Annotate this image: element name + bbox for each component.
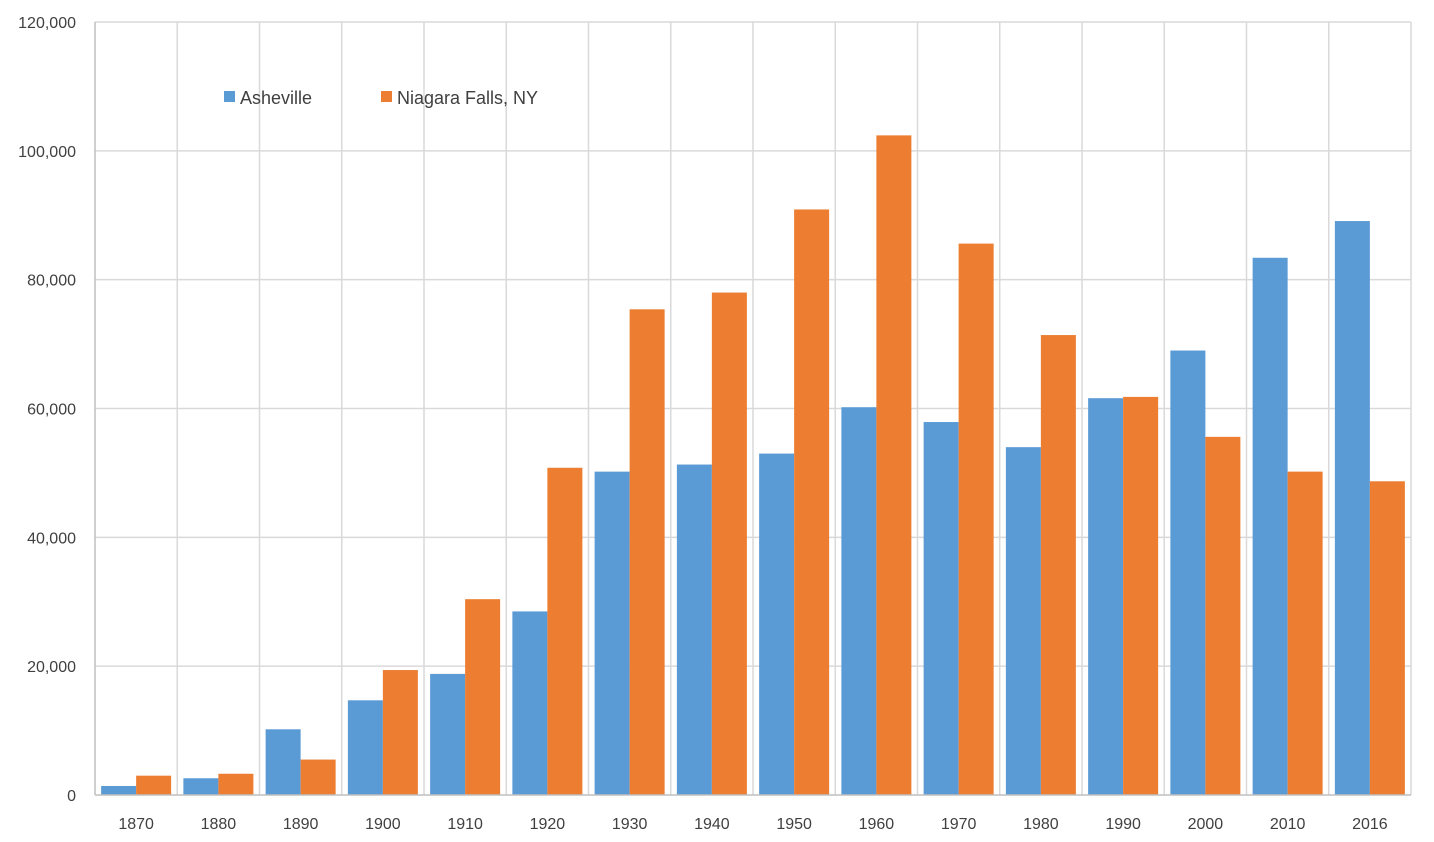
bars (101, 135, 1405, 796)
gridlines (95, 21, 1412, 795)
bar-niagara-falls-ny-2000 (1205, 436, 1241, 795)
bar-niagara-falls-ny-1870 (136, 775, 172, 795)
bar-niagara-falls-ny-1930 (629, 309, 665, 795)
bar-asheville-2000 (1170, 350, 1206, 795)
legend-label-niagara-falls: Niagara Falls, NY (397, 88, 538, 108)
x-tick-label: 1920 (530, 816, 566, 833)
x-tick-label: 1970 (941, 816, 977, 833)
legend-swatch-niagara-falls (381, 91, 392, 102)
x-axis-tick-labels: 1870 1880 1890 1900 1910 1920 1930 1940 1950 1960… (118, 816, 1387, 833)
bar-niagara-falls-ny-1950 (794, 209, 830, 795)
x-tick-label: 1980 (1023, 816, 1059, 833)
x-tick-label: 1930 (612, 816, 648, 833)
x-tick-label: 1950 (776, 816, 812, 833)
legend: Asheville Niagara Falls, NY (224, 88, 538, 108)
bar-niagara-falls-ny-1960 (876, 135, 912, 795)
bar-asheville-1980 (1005, 447, 1041, 795)
bar-niagara-falls-ny-2010 (1287, 471, 1323, 795)
bar-niagara-falls-ny-1940 (711, 292, 747, 795)
bar-asheville-1880 (183, 778, 219, 795)
bar-niagara-falls-ny-1920 (547, 467, 583, 795)
bar-niagara-falls-ny-2016 (1369, 481, 1405, 795)
bar-asheville-1990 (1088, 398, 1124, 795)
bar-asheville-1890 (265, 729, 301, 795)
y-tick-label: 80,000 (27, 273, 76, 290)
y-tick-label: 0 (67, 788, 76, 805)
x-tick-label: 2000 (1188, 816, 1224, 833)
x-tick-label: 1870 (118, 816, 154, 833)
bar-asheville-1910 (430, 673, 466, 795)
y-tick-label: 40,000 (27, 530, 76, 547)
bar-niagara-falls-ny-1910 (465, 599, 501, 795)
bar-niagara-falls-ny-1890 (300, 759, 336, 795)
bar-asheville-1870 (101, 785, 137, 795)
y-tick-label: 60,000 (27, 402, 76, 419)
y-axis-tick-labels: 0 20,000 40,000 60,000 80,000 100,000 120,000 (18, 15, 76, 805)
bar-asheville-1920 (512, 611, 548, 795)
bar-niagara-falls-ny-1880 (218, 773, 254, 795)
bar-asheville-1960 (841, 407, 877, 795)
x-tick-label: 1960 (859, 816, 895, 833)
legend-swatch-asheville (224, 91, 235, 102)
bar-asheville-1900 (347, 700, 383, 795)
bar-asheville-1970 (923, 422, 959, 795)
bar-niagara-falls-ny-1900 (382, 670, 418, 795)
legend-label-asheville: Asheville (240, 88, 312, 108)
bar-niagara-falls-ny-1980 (1040, 335, 1076, 795)
x-tick-label: 1890 (283, 816, 319, 833)
axes (94, 22, 1411, 796)
x-tick-label: 1990 (1105, 816, 1141, 833)
bar-asheville-2010 (1252, 257, 1288, 795)
bar-asheville-1950 (759, 453, 795, 795)
y-tick-label: 100,000 (18, 144, 76, 161)
x-tick-label: 2016 (1352, 816, 1388, 833)
x-tick-label: 1900 (365, 816, 401, 833)
y-tick-label: 20,000 (27, 659, 76, 676)
x-tick-label: 1880 (201, 816, 237, 833)
bar-asheville-1930 (594, 471, 630, 795)
y-tick-label: 120,000 (18, 15, 76, 32)
x-tick-label: 1910 (447, 816, 483, 833)
x-tick-label: 2010 (1270, 816, 1306, 833)
bar-niagara-falls-ny-1970 (958, 243, 994, 796)
bar-asheville-1940 (676, 464, 712, 795)
bar-niagara-falls-ny-1990 (1123, 396, 1159, 795)
bar-asheville-2016 (1334, 221, 1370, 796)
x-tick-label: 1940 (694, 816, 730, 833)
